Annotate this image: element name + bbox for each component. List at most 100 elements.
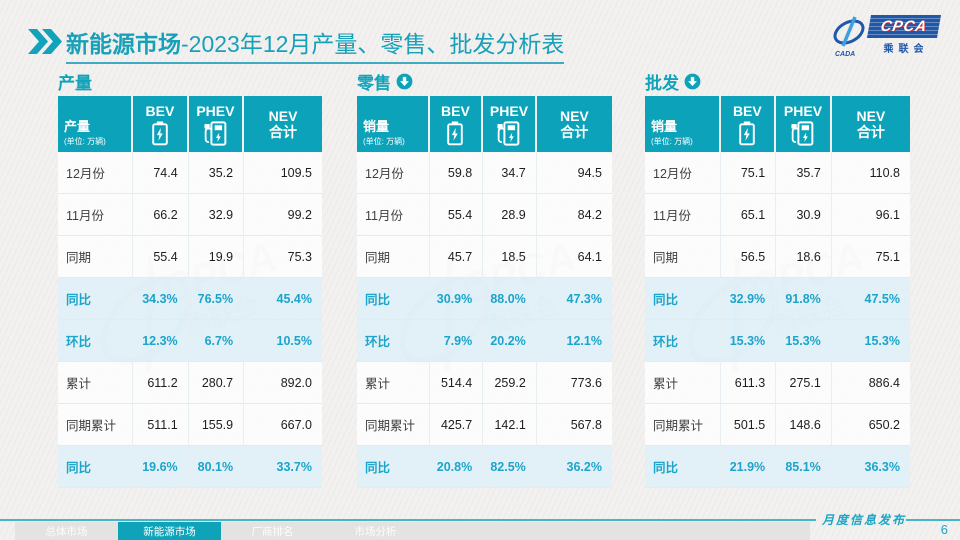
corner-label: 产量	[64, 119, 91, 134]
cell-value: 511.1	[133, 404, 189, 446]
wholesale-section-title: 批发	[645, 73, 679, 93]
cell-value: 15.3%	[831, 320, 910, 362]
row-label: 同比	[58, 278, 134, 320]
cell-value: 6.7%	[188, 320, 245, 362]
cell-value: 45.4%	[244, 278, 322, 320]
row-label: 同期累计	[58, 404, 134, 446]
nav-item-nev-market[interactable]: 新能源市场	[118, 522, 221, 540]
nav-item-total-market[interactable]: 总体市场	[45, 525, 88, 538]
cell-value: 33.7%	[244, 446, 322, 488]
retail-section: 零售CPCA乘联会销量(单位: 万辆)BEVPHEVNEV合计12月份59.83…	[357, 66, 612, 490]
cell-value: 886.4	[831, 362, 910, 404]
table-row: 同比 34.3% 76.5% 45.4%	[58, 278, 322, 320]
row-label: 环比	[357, 320, 430, 362]
cell-value: 74.4	[133, 152, 189, 194]
row-label: 同期	[58, 236, 134, 278]
cell-value: 76.5%	[188, 278, 245, 320]
charger-icon	[497, 120, 520, 146]
row-label: 12月份	[357, 152, 430, 194]
cell-value: 611.3	[720, 362, 777, 404]
cell-value: 10.5%	[244, 320, 322, 362]
table-header: 产量 (单位: 万辆) BEV PHEV NEV 合计	[58, 96, 322, 152]
cell-value: 110.8	[831, 152, 910, 194]
row-label: 11月份	[58, 194, 134, 236]
phev-column-header: PHEV	[483, 96, 537, 152]
cell-value: 47.3%	[536, 278, 612, 320]
bev-label: BEV	[732, 102, 762, 119]
page-number: 6	[940, 522, 948, 537]
row-label: 同比	[357, 446, 430, 488]
phev-label: PHEV	[196, 102, 235, 119]
row-label: 累计	[645, 362, 721, 404]
nev-column-header: NEV 合计	[536, 96, 612, 152]
logo-swoosh-icon: CADA	[833, 16, 865, 57]
retail-section-title: 零售	[357, 73, 391, 93]
cell-value: 7.9%	[429, 320, 484, 362]
cell-value: 45.7	[429, 236, 484, 278]
page-title-rest: -2023年12月产量、零售、批发分析表	[181, 31, 565, 57]
table-row: 12月份 74.4 35.2 109.5	[58, 152, 322, 194]
row-label: 同期累计	[645, 404, 721, 446]
cell-value: 34.3%	[133, 278, 189, 320]
row-label: 同期	[357, 236, 430, 278]
phev-column-header: PHEV	[776, 96, 832, 152]
corner-label: 销量	[651, 119, 678, 134]
row-label: 12月份	[645, 152, 721, 194]
cell-value: 18.5	[483, 236, 537, 278]
cell-value: 55.4	[429, 194, 484, 236]
table-row: 12月份 59.8 34.7 94.5	[357, 152, 612, 194]
unit-label: (单位: 万辆)	[64, 137, 106, 146]
table-row: 11月份 55.4 28.9 84.2	[357, 194, 612, 236]
row-label: 累计	[357, 362, 430, 404]
cell-value: 35.2	[188, 152, 245, 194]
cell-value: 19.6%	[133, 446, 189, 488]
corner-cell: 产量 (单位: 万辆)	[58, 96, 134, 152]
cell-value: 12.1%	[536, 320, 612, 362]
cell-value: 148.6	[776, 404, 832, 446]
row-label: 同期累计	[357, 404, 430, 446]
table-row: 12月份 75.1 35.7 110.8	[645, 152, 910, 194]
cell-value: 30.9%	[429, 278, 484, 320]
nev-label-line1: NEV	[559, 108, 589, 124]
phev-column-header: PHEV	[188, 96, 245, 152]
cell-value: 280.7	[188, 362, 245, 404]
production-section-head: 产量	[58, 66, 322, 96]
double-chevron-icon	[28, 29, 62, 59]
cell-value: 75.1	[720, 152, 777, 194]
cell-value: 99.2	[244, 194, 322, 236]
table-row: 同比 32.9% 91.8% 47.5%	[645, 278, 910, 320]
cell-value: 88.0%	[483, 278, 537, 320]
table-row: 环比 7.9% 20.2% 12.1%	[357, 320, 612, 362]
bev-label: BEV	[441, 102, 470, 119]
nav-item-market-analysis[interactable]: 市场分析	[354, 525, 397, 538]
cpca-logo: CADA CPCA 乘联会	[831, 15, 942, 57]
cell-value: 59.8	[429, 152, 484, 194]
bev-column-header: BEV	[429, 96, 484, 152]
table-row: 同期累计 501.5 148.6 650.2	[645, 404, 910, 446]
cell-value: 32.9	[188, 194, 245, 236]
cell-value: 275.1	[776, 362, 832, 404]
table-row: 同比 19.6% 80.1% 33.7%	[58, 446, 322, 488]
row-label: 累计	[58, 362, 134, 404]
table-row: 11月份 65.1 30.9 96.1	[645, 194, 910, 236]
cell-value: 75.3	[244, 236, 322, 278]
wholesale-section-head: 批发	[645, 66, 910, 96]
cell-value: 32.9%	[720, 278, 777, 320]
row-label: 同比	[357, 278, 430, 320]
cell-value: 47.5%	[831, 278, 910, 320]
wholesale-table: 销量 (单位: 万辆) BEV PHEV NEV 合计 12月份 75.1 35.7 110.8 1…	[645, 96, 910, 488]
bev-column-header: BEV	[133, 96, 189, 152]
nav-item-manufacturer-ranking[interactable]: 厂商排名	[251, 525, 294, 538]
table-row: 同期 45.7 18.5 64.1	[357, 236, 612, 278]
page-title-emphasis: 新能源市场	[66, 31, 181, 57]
footer-note: 月度信息发布	[822, 513, 907, 527]
cell-value: 667.0	[244, 404, 322, 446]
cell-value: 56.5	[720, 236, 777, 278]
page-title: 新能源市场-2023年12月产量、零售、批发分析表	[66, 25, 565, 64]
cell-value: 12.3%	[133, 320, 189, 362]
cell-value: 65.1	[720, 194, 777, 236]
nev-label-line2: 合计	[856, 124, 885, 140]
retail-table: 销量 (单位: 万辆) BEV PHEV NEV 合计 12月份 59.8 34.7 94.5 11…	[357, 96, 612, 488]
corner-cell: 销量 (单位: 万辆)	[645, 96, 721, 152]
